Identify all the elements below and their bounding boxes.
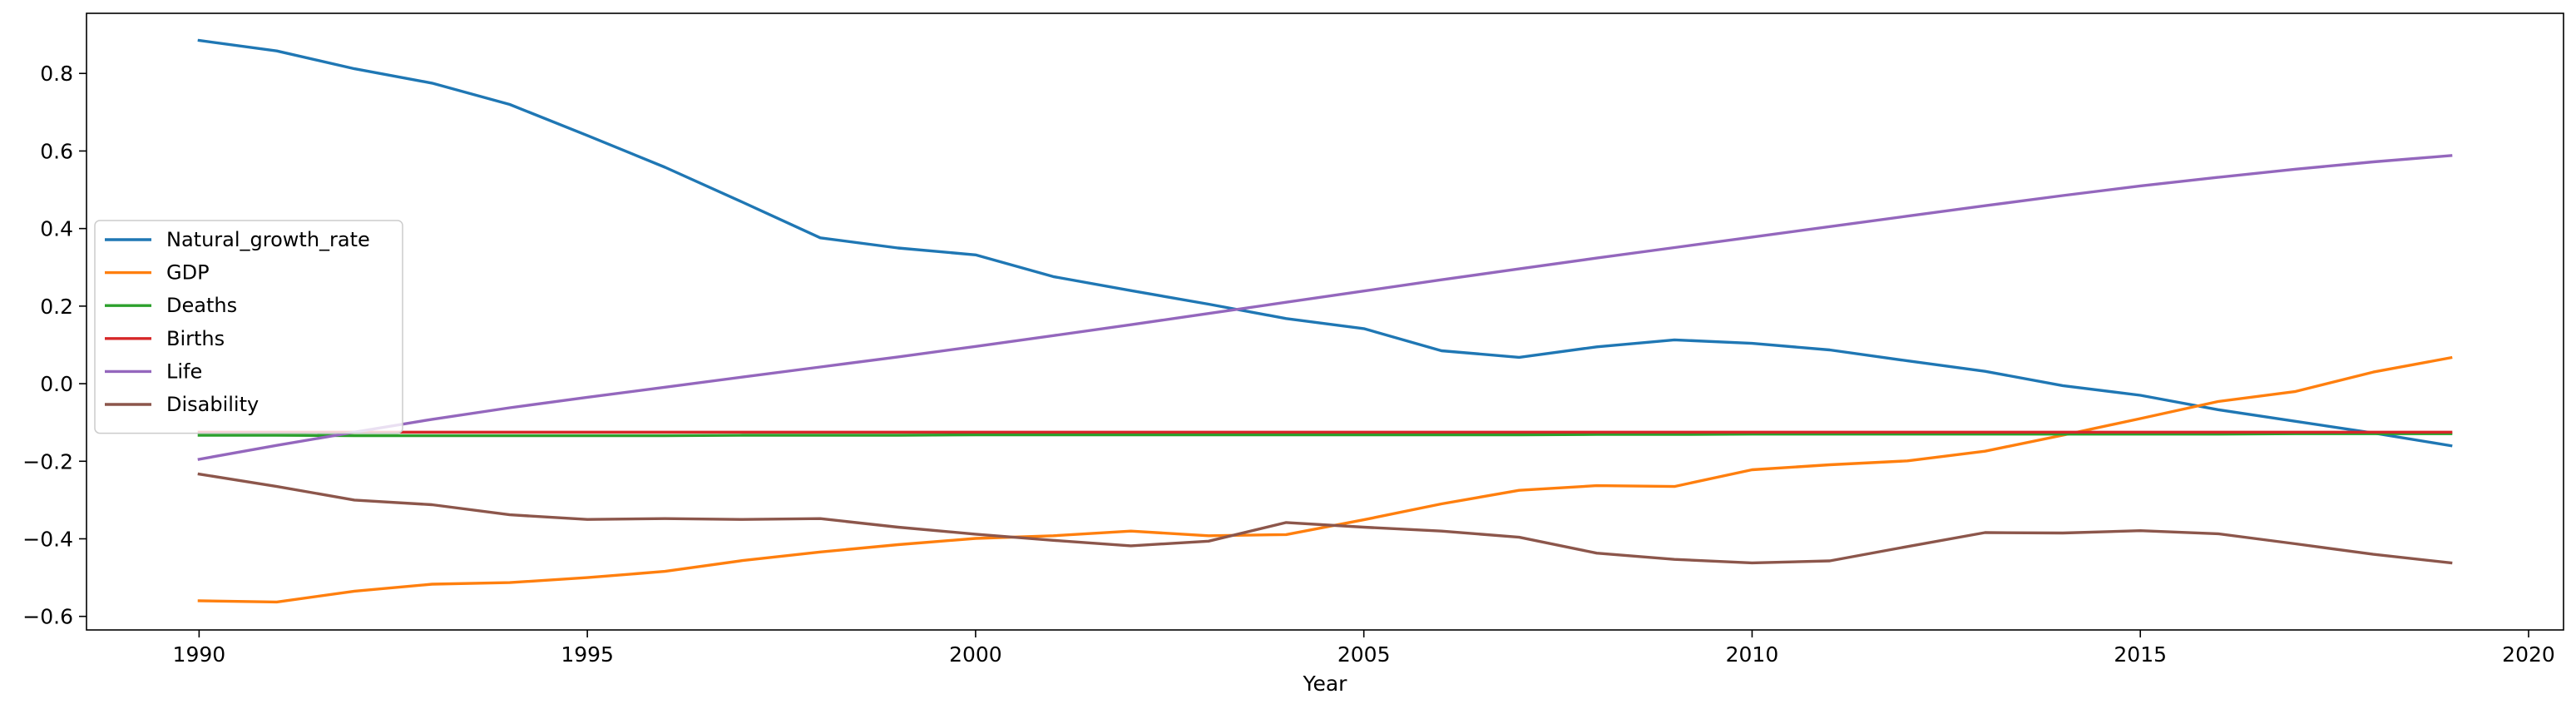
legend-label: GDP <box>166 261 210 285</box>
legend-label: Life <box>166 359 202 383</box>
y-tick-label: −0.4 <box>22 527 73 551</box>
y-tick-label: 0.2 <box>40 295 73 319</box>
y-tick-label: 0.4 <box>40 217 73 241</box>
x-tick-label: 2000 <box>949 642 1002 667</box>
x-tick-label: 2005 <box>1337 642 1391 667</box>
series-line-natural-growth-rate <box>197 38 2453 448</box>
y-tick-label: 0.6 <box>40 139 73 163</box>
legend-label: Deaths <box>166 294 237 317</box>
y-tick-label: 0.8 <box>40 62 73 86</box>
y-tick-label: −0.2 <box>22 449 73 474</box>
legend: Natural_growth_rate GDP Deaths Births Life Di… <box>94 220 403 434</box>
x-tick-label: 2020 <box>2502 642 2555 667</box>
x-tick-label: 1990 <box>173 642 226 667</box>
legend-label: Births <box>166 327 225 350</box>
series-line-deaths <box>197 432 2453 438</box>
plot-frame <box>86 12 2564 631</box>
x-tick-label: 1995 <box>561 642 614 667</box>
legend-label: Natural_growth_rate <box>166 228 370 251</box>
legend-box <box>94 220 403 434</box>
y-axis: −0.6 −0.4 −0.2 0.0 0.2 0.4 0.6 0.8 <box>22 62 87 629</box>
x-axis-label: Year <box>1303 672 1348 696</box>
x-tick-label: 2010 <box>1726 642 1779 667</box>
legend-label: Disability <box>166 393 259 416</box>
series-layer <box>197 38 2453 604</box>
y-tick-label: 0.0 <box>40 372 73 396</box>
series-line-disability <box>197 472 2453 565</box>
y-tick-label: −0.6 <box>22 605 73 629</box>
x-tick-label: 2015 <box>2114 642 2167 667</box>
series-line-life <box>197 154 2453 461</box>
x-axis: 1990 1995 2000 2005 2010 2015 2020 <box>173 630 2555 667</box>
